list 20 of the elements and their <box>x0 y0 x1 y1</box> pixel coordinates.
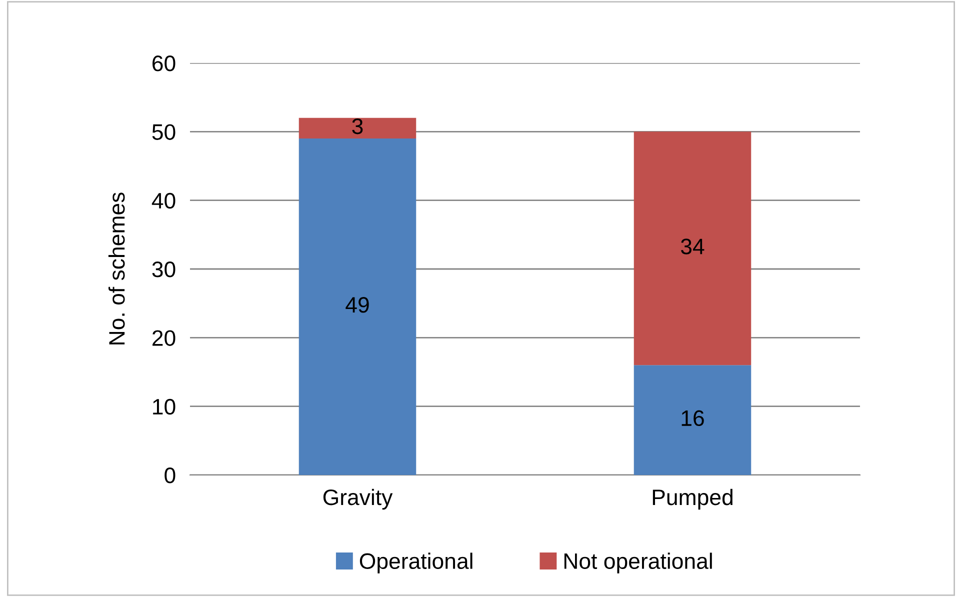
x-tick-label: Gravity <box>323 488 393 510</box>
data-label: 16 <box>682 410 704 426</box>
y-tick-label: 30 <box>152 262 176 278</box>
legend-label: Not operational <box>564 552 712 574</box>
y-axis-title: No. of schemes <box>108 192 125 344</box>
y-tick-label: 60 <box>152 56 176 72</box>
x-tick-label: Pumped <box>652 488 732 510</box>
legend-label: Operational <box>360 552 472 574</box>
y-tick-label: 10 <box>153 398 176 415</box>
bar <box>634 365 752 475</box>
data-label: 49 <box>346 296 369 313</box>
bar <box>298 138 416 475</box>
y-tick-label: 40 <box>152 192 176 209</box>
data-label: 3 <box>352 118 363 134</box>
bar <box>634 132 752 366</box>
y-tick-label: 20 <box>152 330 176 346</box>
data-label: 34 <box>680 238 704 254</box>
y-tick-label: 0 <box>164 468 176 484</box>
y-tick-label: 50 <box>152 124 176 140</box>
bar <box>298 118 416 139</box>
